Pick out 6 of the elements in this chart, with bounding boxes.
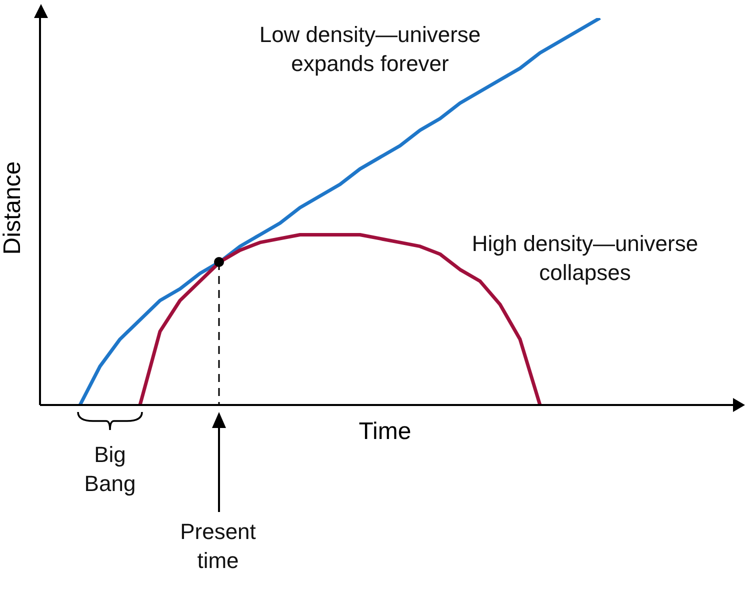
text: Present time (179, 518, 257, 575)
x-axis-title: Time (358, 418, 412, 446)
annotation: High density—universe collapses (470, 230, 700, 287)
y-axis-title: Distance (0, 160, 27, 257)
text: Big Bang (83, 441, 137, 498)
annotation: Low density—universe expands forever (258, 21, 482, 78)
